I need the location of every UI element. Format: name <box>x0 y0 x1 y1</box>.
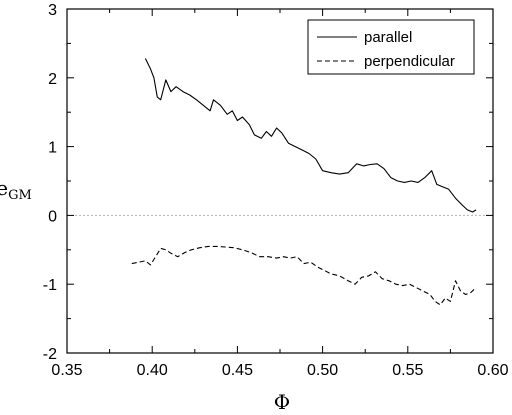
series-line-perpendicular <box>131 245 477 306</box>
y-tick-label: -1 <box>43 277 57 294</box>
legend-label-perpendicular: perpendicular <box>364 53 455 70</box>
y-tick-label: 1 <box>48 140 57 157</box>
x-tick-label: 0.40 <box>137 362 168 379</box>
x-tick-label: 0.35 <box>51 362 82 379</box>
y-tick-label: -2 <box>43 346 57 363</box>
y-axis-title: eGM <box>0 176 32 203</box>
x-axis-title: Φ <box>274 390 290 414</box>
series-line-parallel <box>144 58 477 213</box>
y-axis: -2 -1 0 1 2 3 <box>43 2 493 363</box>
x-tick-label: 0.55 <box>392 362 423 379</box>
legend: parallel perpendicular <box>307 19 475 75</box>
x-axis: 0.35 0.40 0.45 0.50 0.55 0.60 <box>51 9 509 379</box>
y-axis-title-subscript: GM <box>8 188 32 203</box>
x-tick-label: 0.45 <box>222 362 253 379</box>
x-tick-label: 0.50 <box>307 362 338 379</box>
y-tick-label: 3 <box>48 2 57 19</box>
legend-box <box>307 19 475 75</box>
y-tick-label: 0 <box>48 208 57 225</box>
x-tick-label: 0.60 <box>477 362 508 379</box>
y-axis-title-main: e <box>0 176 8 200</box>
y-tick-label: 2 <box>48 71 57 88</box>
legend-label-parallel: parallel <box>364 29 412 46</box>
